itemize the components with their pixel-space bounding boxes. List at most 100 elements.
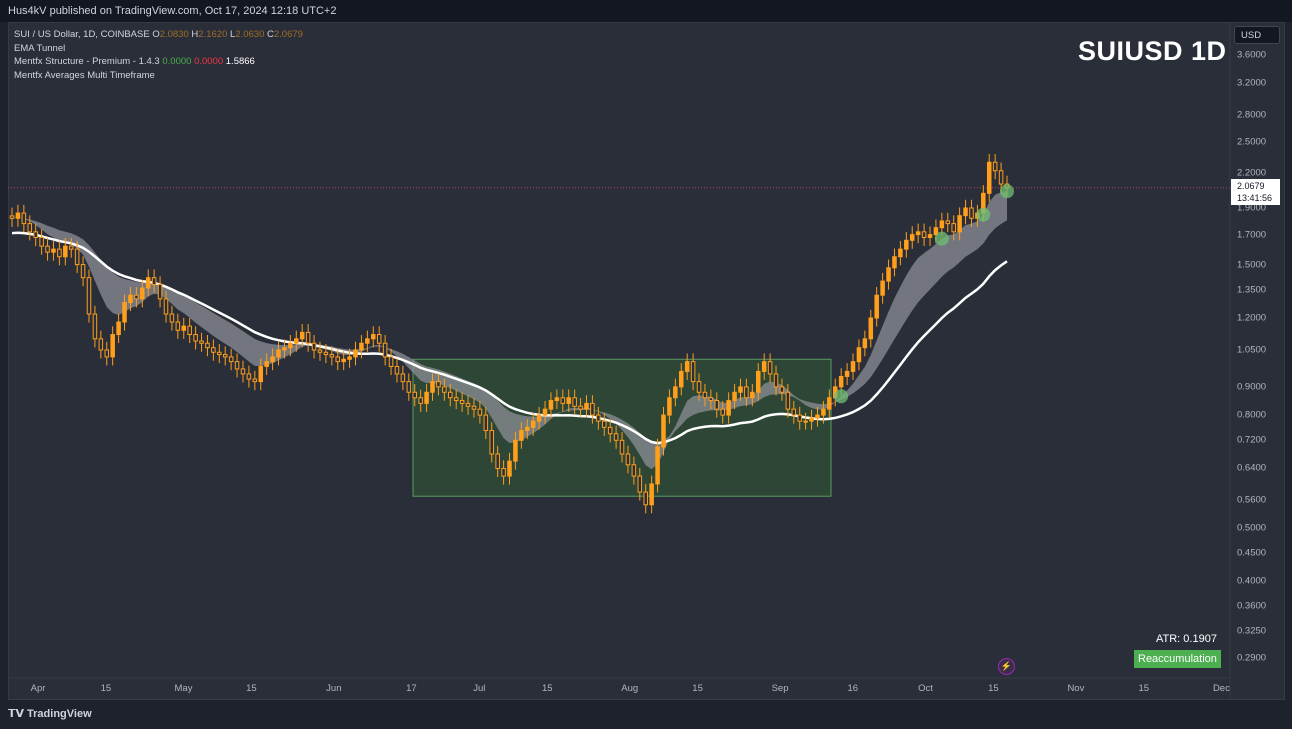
candle-body <box>596 414 601 422</box>
price-tick-label: 0.4500 <box>1237 547 1267 559</box>
price-tick-label: 3.2000 <box>1237 77 1267 89</box>
high-value: 2.1620 <box>198 29 228 40</box>
candle-body <box>353 349 358 358</box>
candle-body <box>951 223 956 233</box>
candle-body <box>128 294 133 304</box>
candle-body <box>625 453 631 466</box>
candle-body <box>252 378 258 383</box>
open-value: 2.0830 <box>159 29 189 40</box>
candle-body <box>495 453 500 469</box>
candle-body <box>63 245 68 258</box>
candle-body <box>827 397 832 410</box>
candle-body <box>560 397 566 404</box>
candle-body <box>57 248 62 258</box>
candle-body <box>418 397 423 404</box>
candle-body <box>809 417 814 422</box>
price-tick-label: 1.7000 <box>1237 229 1267 241</box>
bar-countdown: 13:41:56 <box>1237 193 1273 203</box>
currency-selector[interactable]: USD <box>1234 26 1280 44</box>
price-tick-label: 2.8000 <box>1237 109 1267 121</box>
time-tick-label: 16 <box>847 683 859 694</box>
candle-body <box>844 370 850 377</box>
brand-name: TradingView <box>27 708 92 720</box>
candle-body <box>430 381 435 393</box>
candle-body <box>714 400 720 410</box>
candle-body <box>548 400 554 410</box>
candle-body <box>613 433 619 441</box>
candle-body <box>51 248 56 253</box>
candle-body <box>388 356 394 367</box>
candle-body <box>803 420 808 423</box>
indicator-mentfx-structure[interactable]: Mentfx Structure - Premium - 1.4.3 0.000… <box>14 55 303 69</box>
candle-body <box>39 236 44 247</box>
candle-body <box>755 370 761 393</box>
candle-body <box>850 361 856 372</box>
time-tick-label: 15 <box>100 683 112 694</box>
candle-body <box>720 408 725 416</box>
candle-body <box>465 402 471 407</box>
candle-body <box>323 351 329 356</box>
lightning-icon[interactable]: ⚡ <box>998 658 1015 675</box>
candle-body <box>536 414 542 422</box>
candle-body <box>181 325 187 331</box>
close-label: C <box>267 29 274 40</box>
candle-body <box>738 386 743 393</box>
candle-body <box>145 277 151 289</box>
price-tick-label: 0.9000 <box>1237 381 1267 393</box>
candle-body <box>400 373 406 383</box>
candle-body <box>294 338 299 344</box>
candle-body <box>767 361 773 375</box>
atr-label: ATR: 0.1907 <box>1156 633 1217 645</box>
candle-body <box>45 245 50 253</box>
candle-body <box>939 220 945 229</box>
candle-body <box>584 402 589 410</box>
candle-body <box>317 349 323 353</box>
candle-body <box>821 408 826 416</box>
candle-body <box>797 414 802 422</box>
price-tick-label: 1.3500 <box>1237 284 1267 296</box>
candle-body <box>791 408 797 416</box>
candle-body <box>874 294 879 319</box>
candle-body <box>329 354 335 358</box>
candle-body <box>927 234 933 238</box>
candle-body <box>773 373 779 388</box>
candle-body <box>572 397 577 407</box>
candle-body <box>992 161 998 172</box>
candle-body <box>104 349 110 358</box>
price-tick-label: 1.0500 <box>1237 344 1267 356</box>
candle-body <box>649 483 654 506</box>
candle-body <box>246 373 252 380</box>
time-tick-label: 15 <box>1138 683 1150 694</box>
candle-body <box>909 234 915 241</box>
candle-body <box>187 325 192 336</box>
slow-average-line <box>11 231 1008 445</box>
time-tick-label: 15 <box>246 683 257 694</box>
candle-body <box>904 239 909 250</box>
indicator-value-2: 0.0000 <box>194 56 224 67</box>
candle-body <box>702 391 708 399</box>
indicator-value-1: 0.0000 <box>162 56 192 67</box>
candle-body <box>365 338 370 344</box>
price-tick-label: 0.6400 <box>1237 462 1267 474</box>
ema-tunnel-band <box>12 191 1007 470</box>
candle-body <box>868 317 874 340</box>
candle-body <box>175 321 181 331</box>
candle-body <box>412 391 418 399</box>
candle-body <box>513 439 518 462</box>
candle-body <box>376 334 382 344</box>
time-tick-label: 17 <box>406 683 417 694</box>
candle-body <box>637 475 643 493</box>
symbol-name[interactable]: SUI / US Dollar, 1D, COINBASE <box>14 29 150 40</box>
candle-body <box>898 248 903 258</box>
candle-body <box>359 342 364 351</box>
candle-body <box>744 386 749 399</box>
indicator-ema-tunnel[interactable]: EMA Tunnel <box>14 42 66 54</box>
indicator-mentfx-averages[interactable]: Mentfx Averages Multi Timeframe <box>14 69 155 81</box>
candle-body <box>270 356 275 363</box>
candle-body <box>311 342 317 351</box>
price-tick-label: 0.4000 <box>1237 575 1267 587</box>
candle-body <box>424 391 429 404</box>
candle-body <box>110 334 115 358</box>
candle-body <box>477 408 483 416</box>
